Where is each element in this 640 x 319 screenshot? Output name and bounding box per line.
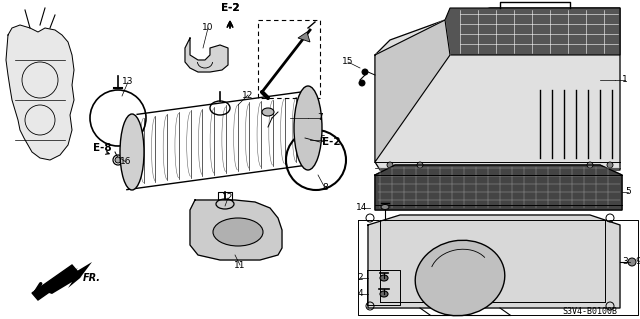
Text: E-2: E-2 xyxy=(322,137,340,147)
Circle shape xyxy=(362,69,368,75)
Text: 10: 10 xyxy=(202,24,214,33)
Text: FR.: FR. xyxy=(83,273,101,283)
Ellipse shape xyxy=(415,240,505,316)
Ellipse shape xyxy=(120,114,144,190)
Polygon shape xyxy=(32,265,78,300)
Circle shape xyxy=(359,80,365,86)
Text: 5: 5 xyxy=(625,188,631,197)
Text: 7: 7 xyxy=(317,114,323,122)
Text: 2: 2 xyxy=(357,273,363,283)
Text: 8: 8 xyxy=(322,183,328,192)
Polygon shape xyxy=(40,262,92,294)
Ellipse shape xyxy=(380,275,388,281)
Polygon shape xyxy=(375,165,622,210)
Text: 13: 13 xyxy=(122,78,134,86)
Text: 12: 12 xyxy=(222,194,234,203)
Text: 15: 15 xyxy=(342,57,354,66)
Circle shape xyxy=(587,162,593,168)
Text: 11: 11 xyxy=(234,261,246,270)
Circle shape xyxy=(628,258,636,266)
Ellipse shape xyxy=(262,108,274,116)
Polygon shape xyxy=(375,8,620,170)
Text: 14: 14 xyxy=(356,204,368,212)
Text: E-2: E-2 xyxy=(221,3,239,13)
Polygon shape xyxy=(185,38,228,72)
Circle shape xyxy=(387,162,393,168)
Circle shape xyxy=(607,162,613,168)
Text: 6: 6 xyxy=(319,136,325,145)
Polygon shape xyxy=(298,32,310,42)
Ellipse shape xyxy=(381,204,389,210)
Text: E-8: E-8 xyxy=(93,143,111,153)
Text: S3V4-B0100B: S3V4-B0100B xyxy=(563,308,618,316)
Ellipse shape xyxy=(380,291,388,297)
Circle shape xyxy=(115,157,121,163)
Text: 9: 9 xyxy=(635,257,640,266)
Text: E-2: E-2 xyxy=(221,3,239,13)
Text: 1: 1 xyxy=(622,76,628,85)
Ellipse shape xyxy=(213,218,263,246)
Text: 4: 4 xyxy=(357,290,363,299)
Polygon shape xyxy=(6,25,74,160)
Text: 12: 12 xyxy=(243,91,253,100)
Text: 3: 3 xyxy=(622,257,628,266)
Polygon shape xyxy=(375,20,450,162)
Polygon shape xyxy=(445,8,620,55)
Circle shape xyxy=(417,162,423,168)
Ellipse shape xyxy=(294,86,322,170)
Text: 16: 16 xyxy=(120,158,132,167)
Polygon shape xyxy=(190,200,282,260)
Polygon shape xyxy=(368,215,620,308)
